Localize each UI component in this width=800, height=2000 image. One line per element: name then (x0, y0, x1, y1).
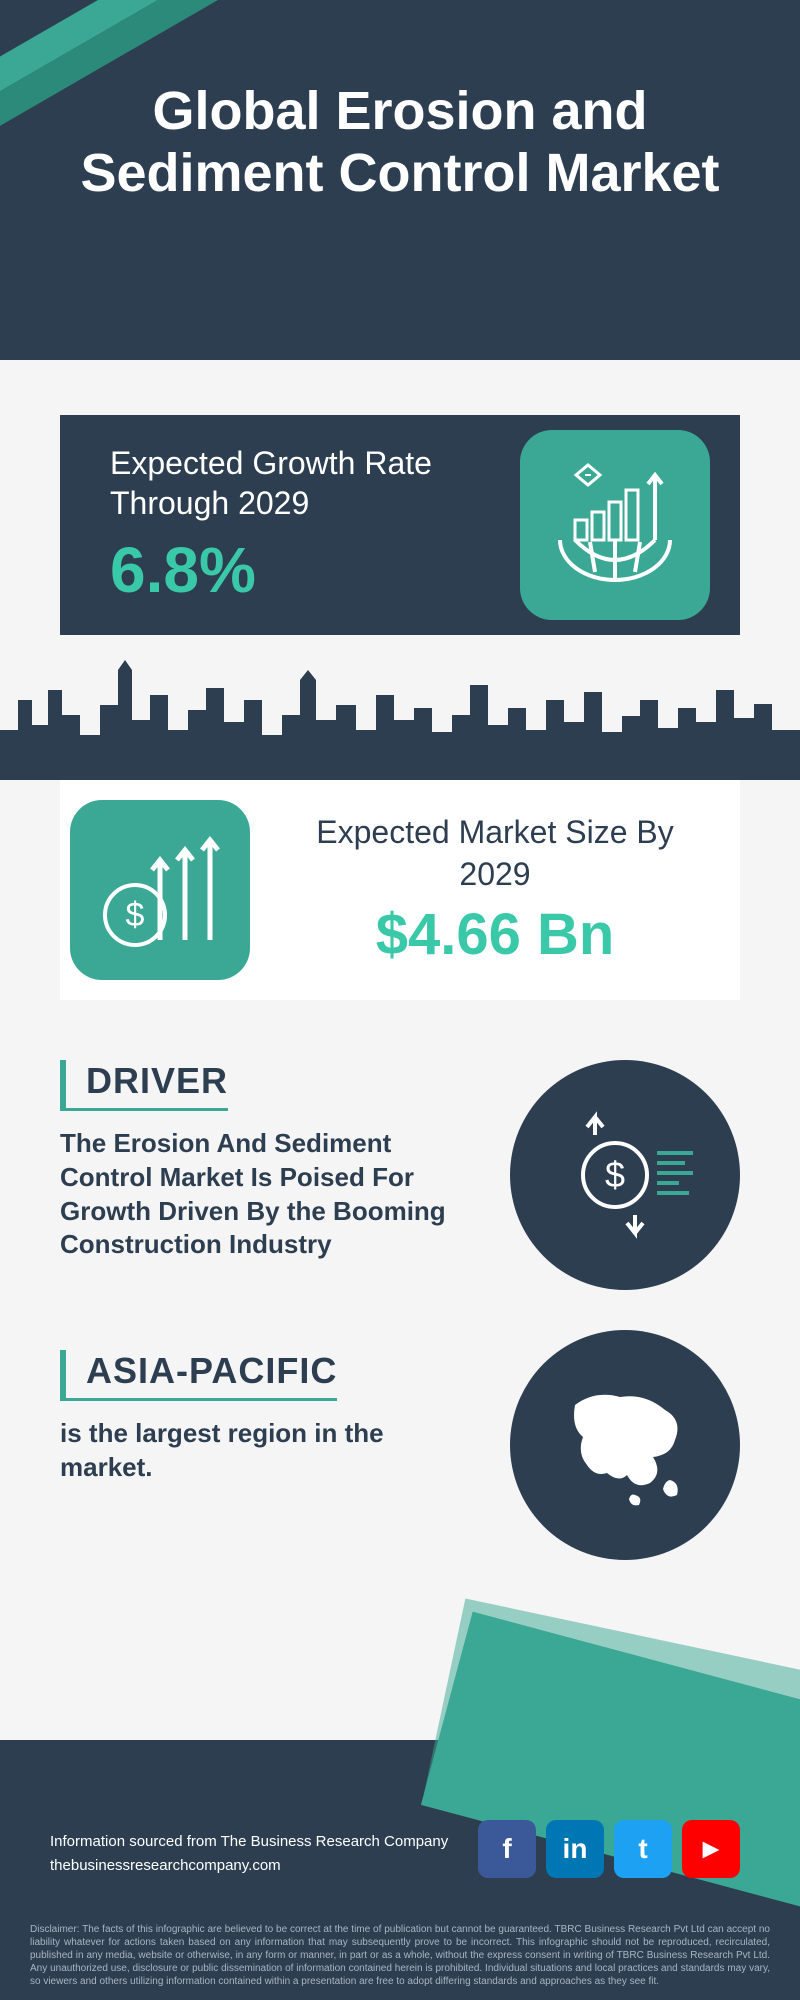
driver-body: The Erosion And Sediment Control Market … (60, 1127, 480, 1262)
globe-chart-icon (520, 430, 710, 620)
driver-heading: DRIVER (60, 1060, 228, 1111)
disclaimer-text: Disclaimer: The facts of this infographi… (30, 1923, 770, 1988)
twitter-icon[interactable]: t (614, 1820, 672, 1878)
page-title: Global Erosion and Sediment Control Mark… (0, 60, 800, 204)
hero-banner: Global Erosion and Sediment Control Mark… (0, 0, 800, 360)
source-line-2: thebusinessresearchcompany.com (50, 1854, 448, 1878)
region-heading: ASIA-PACIFIC (60, 1350, 337, 1401)
market-text: Expected Market Size By 2029 $4.66 Bn (250, 812, 740, 968)
growth-label: Expected Growth Rate Through 2029 (110, 443, 520, 523)
footer: Information sourced from The Business Re… (0, 1740, 800, 2000)
svg-text:$: $ (605, 1154, 625, 1195)
growth-text: Expected Growth Rate Through 2029 6.8% (60, 443, 520, 607)
source-attribution: Information sourced from The Business Re… (50, 1830, 448, 1878)
youtube-icon[interactable]: ► (682, 1820, 740, 1878)
region-body: is the largest region in the market. (60, 1417, 480, 1485)
driver-section: DRIVER The Erosion And Sediment Control … (60, 1060, 740, 1320)
market-value: $4.66 Bn (280, 901, 710, 968)
skyline-silhouette (0, 660, 800, 780)
svg-text:$: $ (126, 896, 145, 934)
region-section: ASIA-PACIFIC is the largest region in th… (60, 1350, 740, 1590)
market-label: Expected Market Size By 2029 (280, 812, 710, 895)
dollar-cycle-icon: $ (510, 1060, 740, 1290)
facebook-icon[interactable]: f (478, 1820, 536, 1878)
market-size-card: $ Expected Market Size By 2029 $4.66 Bn (60, 780, 740, 1000)
social-links: f in t ► (478, 1820, 740, 1878)
growth-value: 6.8% (110, 533, 520, 607)
source-line-1: Information sourced from The Business Re… (50, 1830, 448, 1854)
growth-rate-card: Expected Growth Rate Through 2029 6.8% (60, 415, 740, 635)
dollar-arrows-icon: $ (70, 800, 250, 980)
asia-map-icon (510, 1330, 740, 1560)
linkedin-icon[interactable]: in (546, 1820, 604, 1878)
